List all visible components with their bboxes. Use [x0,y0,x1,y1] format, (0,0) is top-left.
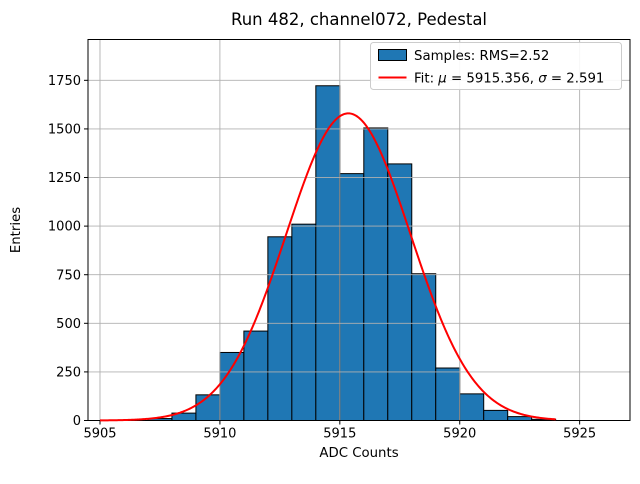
y-tick-label: 500 [56,317,81,332]
gaussian-fit-layer [99,112,556,422]
chart-title: Run 482, channel072, Pedestal [231,10,487,29]
legend-box [370,42,622,90]
histogram-swatch [378,49,407,61]
histogram-bar [339,173,365,421]
y-tick-label: 750 [56,268,81,283]
y-tick-label: 250 [56,366,81,381]
y-axis-label: Entries [9,207,24,253]
y-tick-label: 1000 [48,220,81,235]
y-tick-label: 1250 [48,171,81,186]
y-tick-label: 1500 [48,123,81,138]
histogram-bar [291,223,317,421]
histogram-bar [195,394,221,421]
x-tick-label: 5905 [83,427,116,442]
plot-border [87,39,631,421]
gaussian-fit-curve [99,112,556,422]
y-tick-label: 0 [73,414,81,429]
x-tick-label: 5910 [203,427,236,442]
histogram-bar [435,367,461,421]
y-tick-label: 1750 [48,74,81,89]
legend-fit-label: Fit: μ = 5915.356, σ = 2.591 [414,72,604,87]
histogram-bar [315,85,341,421]
x-tick-label: 5915 [323,427,356,442]
histogram-bar [507,416,533,421]
legend: Samples: RMS=2.52 Fit: μ = 5915.356, σ =… [370,42,622,90]
x-tick-label: 5920 [443,427,476,442]
histogram-bar [267,236,293,421]
legend-samples-label: Samples: RMS=2.52 [414,49,549,64]
legend-sigma-symbol: σ [538,72,547,87]
histogram-bars-layer [147,85,557,422]
histogram-bar [363,127,389,421]
histogram-bar [243,330,269,421]
legend-fit-end: = 2.591 [547,72,605,87]
legend-fit-prefix: Fit: [414,72,438,87]
axes-spines-ticks-layer: 5905 5910 5915 5920 5925 0 250 500 750 1000 1250 15… [48,39,631,442]
x-tick-label: 5925 [563,427,596,442]
legend-fit-mid: = 5915.356, [447,72,539,87]
x-axis-label: ADC Counts [319,446,398,461]
histogram-bar [219,351,245,421]
histogram-bar [459,393,485,421]
histogram-bar [483,409,509,422]
legend-mu-symbol: μ [437,72,446,87]
